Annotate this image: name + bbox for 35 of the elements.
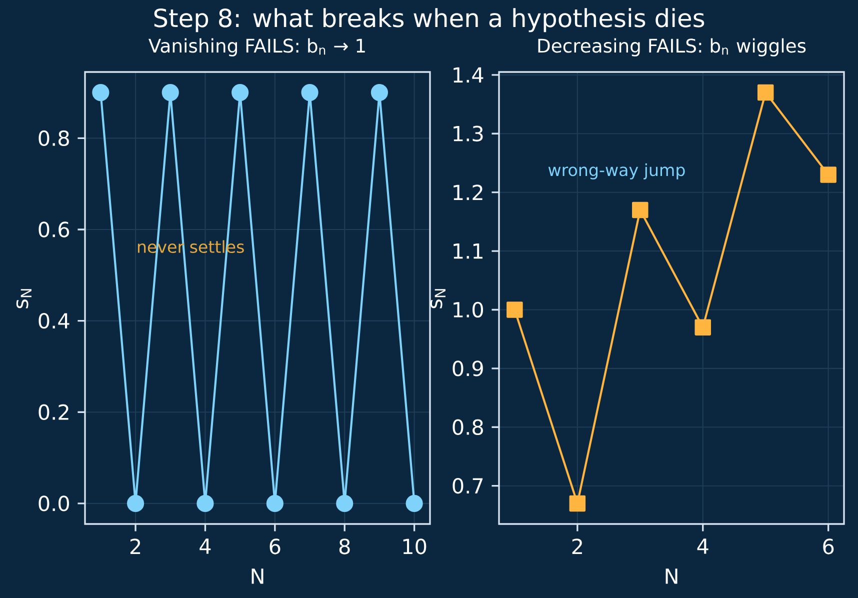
y-tick-label: 1.4: [454, 67, 484, 82]
point: [632, 202, 648, 218]
x-axis-title: N: [252, 568, 264, 584]
y-axis-title: s$_{N}$: [430, 289, 446, 308]
x-tick-label: 4: [200, 538, 211, 554]
point: [757, 84, 774, 101]
point: [569, 495, 586, 512]
x-tick-label: 6: [270, 538, 280, 554]
y-tick-label: 0.6: [38, 222, 70, 238]
chart-subtitle: Vanishing FAILS: b$_{n}$ → 1: [148, 38, 365, 56]
y-tick-label: 1.3: [454, 126, 483, 142]
y-tick-label: 1.1: [454, 243, 482, 259]
y-tick-label: 0.4: [38, 312, 70, 329]
x-tick-label: 6: [823, 538, 834, 554]
annotation: wrong-way jump: [548, 163, 685, 180]
y-tick-label: 0.0: [38, 496, 70, 512]
y-tick-label: 0.9: [452, 360, 483, 376]
chart-title: Step 8: what breaks when a hypothesis dies: [154, 8, 704, 32]
y-tick-label: 1.2: [454, 184, 482, 200]
x-tick-label: 4: [697, 538, 708, 554]
x-axis-title: N: [666, 568, 678, 584]
y-tick-label: 1.0: [454, 302, 484, 318]
x-tick-label: 2: [572, 538, 582, 554]
y-axis-title: s$_{N}$: [16, 289, 32, 308]
point: [694, 319, 711, 336]
y-tick-label: 0.8: [452, 419, 483, 435]
y-tick-label: 0.7: [452, 478, 483, 494]
point: [820, 166, 836, 183]
x-tick-label: 8: [339, 538, 350, 554]
chart-subtitle: Decreasing FAILS: b$_{n}$ wiggles: [538, 38, 806, 56]
y-tick-label: 0.2: [38, 404, 68, 420]
x-tick-label: 10: [403, 538, 426, 554]
y-tick-label: 0.8: [38, 130, 69, 146]
point: [506, 302, 523, 318]
x-tick-label: 2: [130, 538, 140, 554]
